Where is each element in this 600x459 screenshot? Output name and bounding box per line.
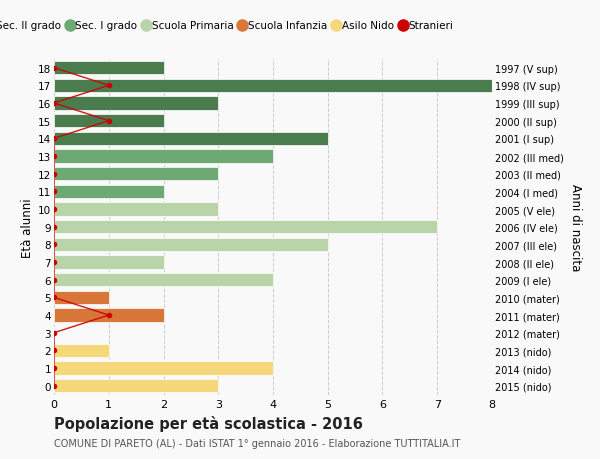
Bar (54, 150, 273, 163)
Point (49, 224, 59, 231)
Bar (54, 115, 163, 128)
Point (49, 188, 59, 196)
Point (49, 153, 59, 160)
Point (49, 330, 59, 337)
Bar (54, 79, 492, 93)
Bar (54, 309, 163, 322)
Text: Popolazione per età scolastica - 2016: Popolazione per età scolastica - 2016 (54, 415, 363, 431)
Bar (54, 256, 163, 269)
Point (49, 241, 59, 248)
Point (49, 259, 59, 266)
Bar (54, 291, 109, 304)
Legend: Sec. II grado, Sec. I grado, Scuola Primaria, Scuola Infanzia, Asilo Nido, Stran: Sec. II grado, Sec. I grado, Scuola Prim… (0, 21, 454, 31)
Bar (54, 379, 218, 392)
Point (104, 118, 113, 125)
Point (49, 171, 59, 178)
Point (49, 382, 59, 390)
Bar (54, 274, 273, 287)
Bar (54, 132, 328, 146)
Point (49, 135, 59, 143)
Point (49, 276, 59, 284)
Bar (54, 221, 437, 234)
Point (49, 347, 59, 354)
Y-axis label: Anni di nascita: Anni di nascita (569, 184, 582, 271)
Point (49, 364, 59, 372)
Bar (54, 97, 218, 110)
Y-axis label: Età alunni: Età alunni (21, 197, 34, 257)
Bar (54, 62, 163, 75)
Bar (54, 203, 218, 216)
Point (49, 100, 59, 107)
Bar (54, 238, 328, 252)
Point (49, 206, 59, 213)
Point (104, 83, 113, 90)
Bar (54, 344, 109, 357)
Text: COMUNE DI PARETO (AL) - Dati ISTAT 1° gennaio 2016 - Elaborazione TUTTITALIA.IT: COMUNE DI PARETO (AL) - Dati ISTAT 1° ge… (54, 438, 460, 448)
Point (49, 294, 59, 302)
Bar (54, 362, 273, 375)
Bar (54, 185, 163, 199)
Bar (54, 168, 218, 181)
Point (104, 312, 113, 319)
Point (49, 65, 59, 72)
